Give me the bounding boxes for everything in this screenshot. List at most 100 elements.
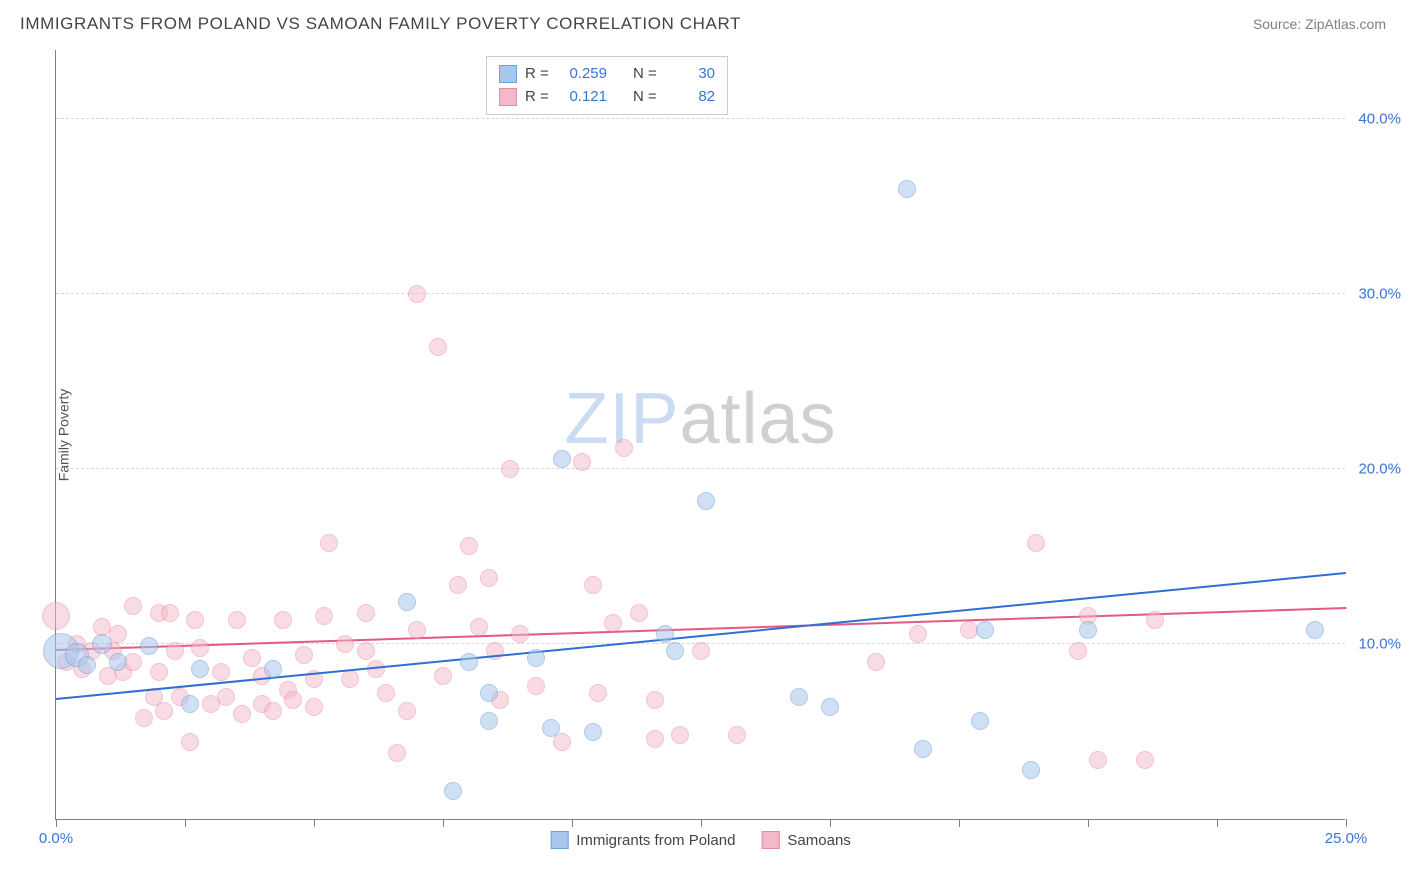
data-point [315, 607, 333, 625]
data-point [449, 576, 467, 594]
data-point [584, 576, 602, 594]
data-point [692, 642, 710, 660]
x-tick-label: 0.0% [39, 830, 73, 847]
data-point [295, 646, 313, 664]
data-point [790, 688, 808, 706]
data-point [1069, 642, 1087, 660]
x-tick [830, 819, 831, 827]
data-point [898, 180, 916, 198]
correlation-legend: R = 0.259 N = 30 R = 0.121 N = 82 [486, 56, 728, 115]
data-point [646, 730, 664, 748]
legend-row-series-1: R = 0.121 N = 82 [499, 86, 715, 109]
x-tick [443, 819, 444, 827]
data-point [480, 569, 498, 587]
data-point [444, 782, 462, 800]
data-point [553, 450, 571, 468]
data-point [604, 614, 622, 632]
data-point [511, 625, 529, 643]
data-point [191, 660, 209, 678]
data-point [186, 611, 204, 629]
data-point [92, 634, 112, 654]
data-point [542, 719, 560, 737]
grid-line [56, 468, 1345, 469]
data-point [233, 705, 251, 723]
data-point [527, 649, 545, 667]
data-point [821, 698, 839, 716]
chart-container: Family Poverty ZIPatlas R = 0.259 N = 30… [55, 50, 1375, 820]
swatch-icon [499, 65, 517, 83]
data-point [584, 723, 602, 741]
data-point [867, 653, 885, 671]
data-point [320, 534, 338, 552]
source-attribution: Source: ZipAtlas.com [1253, 16, 1386, 32]
data-point [274, 611, 292, 629]
data-point [264, 660, 282, 678]
data-point [573, 453, 591, 471]
data-point [408, 285, 426, 303]
data-point [728, 726, 746, 744]
data-point [480, 684, 498, 702]
series-legend: Immigrants from Poland Samoans [550, 831, 851, 849]
watermark: ZIPatlas [564, 378, 836, 460]
data-point [589, 684, 607, 702]
data-point [78, 656, 96, 674]
data-point [971, 712, 989, 730]
data-point [1306, 621, 1324, 639]
data-point [1089, 751, 1107, 769]
data-point [228, 611, 246, 629]
chart-title: IMMIGRANTS FROM POLAND VS SAMOAN FAMILY … [20, 14, 741, 34]
data-point [212, 663, 230, 681]
data-point [976, 621, 994, 639]
x-tick [1088, 819, 1089, 827]
data-point [191, 639, 209, 657]
data-point [336, 635, 354, 653]
data-point [398, 593, 416, 611]
data-point [646, 691, 664, 709]
data-point [470, 618, 488, 636]
x-tick [1346, 819, 1347, 827]
data-point [305, 698, 323, 716]
data-point [480, 712, 498, 730]
x-tick [701, 819, 702, 827]
data-point [1146, 611, 1164, 629]
swatch-icon [550, 831, 568, 849]
data-point [671, 726, 689, 744]
data-point [1079, 621, 1097, 639]
scatter-plot: ZIPatlas R = 0.259 N = 30 R = 0.121 N = … [55, 50, 1345, 820]
data-point [914, 740, 932, 758]
data-point [1027, 534, 1045, 552]
data-point [630, 604, 648, 622]
data-point [666, 642, 684, 660]
data-point [501, 460, 519, 478]
data-point [124, 653, 142, 671]
legend-row-series-0: R = 0.259 N = 30 [499, 63, 715, 86]
x-tick [1217, 819, 1218, 827]
data-point [109, 653, 127, 671]
data-point [434, 667, 452, 685]
data-point [135, 709, 153, 727]
data-point [697, 492, 715, 510]
y-tick-label: 40.0% [1358, 111, 1401, 128]
y-tick-label: 30.0% [1358, 286, 1401, 303]
swatch-icon [761, 831, 779, 849]
data-point [388, 744, 406, 762]
x-tick [959, 819, 960, 827]
x-tick-label: 25.0% [1325, 830, 1368, 847]
data-point [615, 439, 633, 457]
data-point [264, 702, 282, 720]
data-point [357, 604, 375, 622]
data-point [429, 338, 447, 356]
legend-item-series-0: Immigrants from Poland [550, 831, 735, 849]
grid-line [56, 293, 1345, 294]
data-point [357, 642, 375, 660]
x-tick [185, 819, 186, 827]
data-point [42, 602, 70, 630]
data-point [398, 702, 416, 720]
data-point [460, 653, 478, 671]
data-point [1022, 761, 1040, 779]
data-point [1136, 751, 1154, 769]
data-point [460, 537, 478, 555]
data-point [181, 733, 199, 751]
data-point [243, 649, 261, 667]
y-tick-label: 20.0% [1358, 461, 1401, 478]
